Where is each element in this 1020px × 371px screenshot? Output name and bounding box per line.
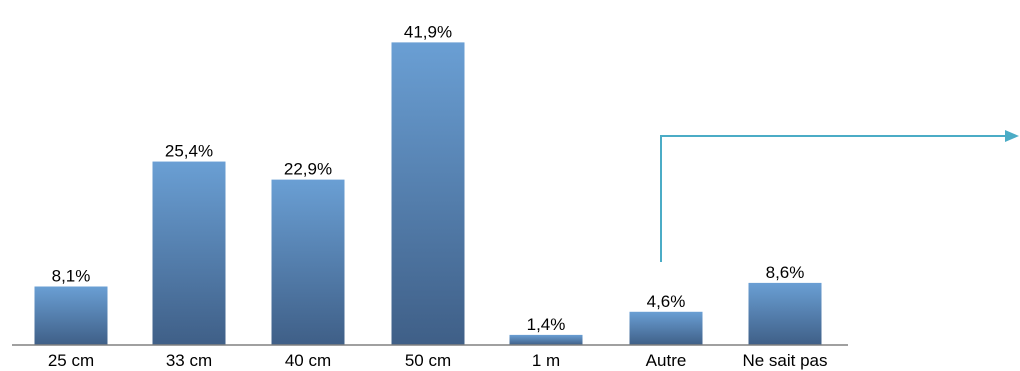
value-label-3: 41,9% bbox=[404, 22, 452, 41]
arrow-line bbox=[660, 135, 1008, 262]
category-label-6: Ne sait pas bbox=[742, 351, 827, 370]
value-label-5: 4,6% bbox=[647, 292, 686, 311]
bar-6 bbox=[748, 282, 822, 345]
value-label-0: 8,1% bbox=[52, 267, 91, 286]
bar-2 bbox=[271, 179, 345, 345]
bar-5 bbox=[629, 311, 703, 345]
arrow-head-icon bbox=[1005, 130, 1019, 142]
category-labels-group: 25 cm 33 cm 40 cm 50 cm 1 m Autre Ne sait pas bbox=[48, 351, 828, 370]
value-label-2: 22,9% bbox=[284, 160, 332, 179]
bar-1 bbox=[152, 161, 226, 345]
value-labels-group: 8,1% 25,4% 22,9% 41,9% 1,4% 4,6% 8,6% bbox=[52, 22, 805, 334]
annotation-arrow bbox=[660, 130, 1019, 262]
category-label-2: 40 cm bbox=[285, 351, 331, 370]
value-label-4: 1,4% bbox=[527, 315, 566, 334]
value-label-6: 8,6% bbox=[766, 263, 805, 282]
category-label-5: Autre bbox=[646, 351, 687, 370]
value-label-1: 25,4% bbox=[165, 142, 213, 161]
category-label-4: 1 m bbox=[532, 351, 560, 370]
category-label-3: 50 cm bbox=[405, 351, 451, 370]
category-label-0: 25 cm bbox=[48, 351, 94, 370]
bar-0 bbox=[34, 286, 108, 345]
bar-4 bbox=[509, 334, 583, 345]
category-label-1: 33 cm bbox=[166, 351, 212, 370]
bar-3 bbox=[391, 42, 465, 346]
bars-group bbox=[34, 42, 822, 346]
